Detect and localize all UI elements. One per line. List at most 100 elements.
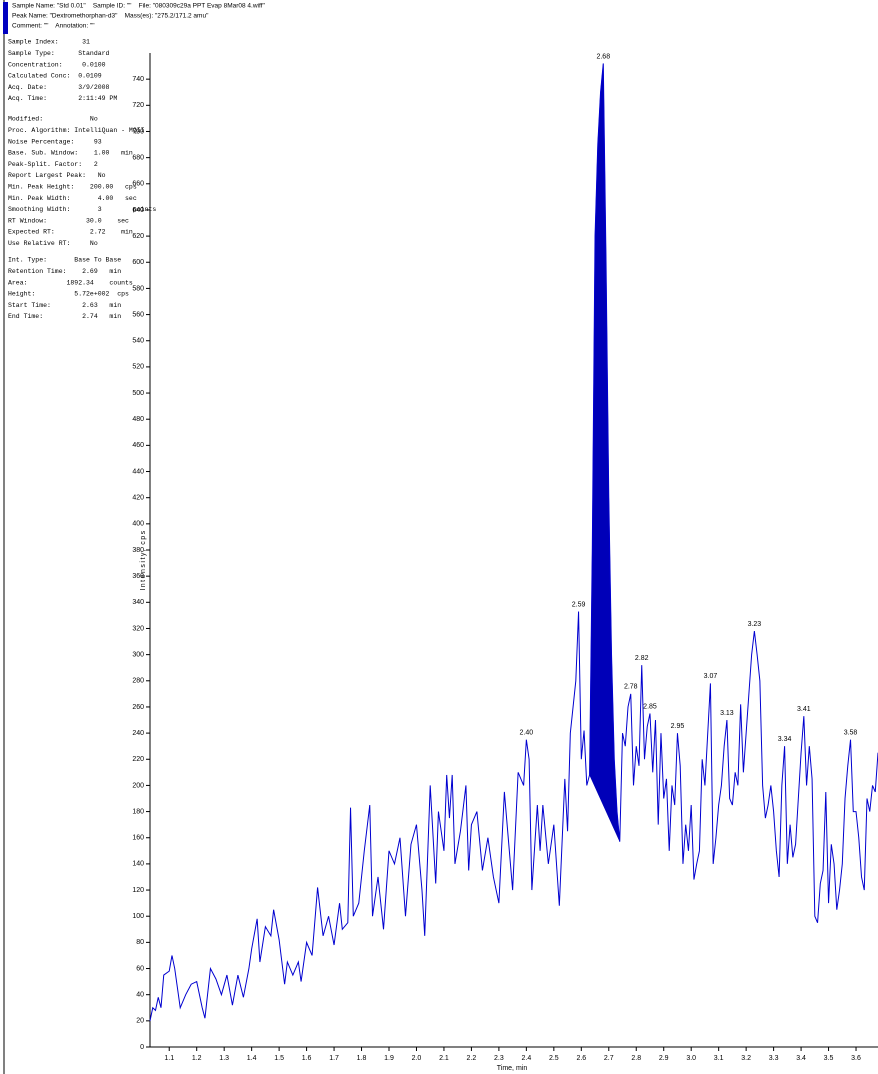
peak-label: 2.78 — [624, 684, 638, 691]
header: Sample Name: "Std 0.01" Sample ID: "" Fi… — [12, 3, 265, 30]
x-tick-label: 1.2 — [192, 1055, 202, 1062]
y-tick-label: 660 — [132, 181, 144, 188]
peak-label: 2.82 — [635, 655, 649, 662]
info-row: Smoothing Width: 3 points — [8, 206, 156, 213]
x-tick-label: 2.1 — [439, 1055, 449, 1062]
y-tick-label: 380 — [132, 547, 144, 554]
info-row: Min. Peak Width: 4.00 sec — [8, 195, 137, 202]
x-tick-label: 1.9 — [384, 1055, 394, 1062]
y-tick-label: 100 — [132, 913, 144, 920]
peak-label: 3.34 — [778, 736, 792, 743]
y-tick-label: 420 — [132, 495, 144, 502]
info-row: Peak-Split. Factor: 2 — [8, 161, 98, 168]
x-tick-label: 2.7 — [604, 1055, 614, 1062]
y-tick-label: 220 — [132, 756, 144, 763]
x-tick-label: 3.5 — [824, 1055, 834, 1062]
y-tick-label: 140 — [132, 861, 144, 868]
y-tick-label: 580 — [132, 285, 144, 292]
y-tick-label: 400 — [132, 521, 144, 528]
info-panel: Sample Index: 31 Sample Type: Standard Con… — [8, 39, 156, 321]
info-row: Height: 5.72e+002 cps — [8, 291, 129, 298]
x-tick-label: 2.0 — [412, 1055, 422, 1062]
x-tick-label: 3.4 — [796, 1055, 806, 1062]
info-row: Concentration: 0.0100 — [8, 61, 106, 68]
y-tick-label: 360 — [132, 573, 144, 580]
info-row: Int. Type: Base To Base — [8, 257, 121, 264]
y-tick-label: 540 — [132, 338, 144, 345]
peak-label: 3.07 — [704, 673, 718, 680]
y-tick-label: 560 — [132, 311, 144, 318]
peak-label: 2.85 — [643, 703, 657, 710]
x-axis-label: Time, min — [497, 1065, 528, 1072]
y-tick-label: 640 — [132, 207, 144, 214]
x-tick-label: 1.1 — [164, 1055, 174, 1062]
x-tick-label: 2.8 — [631, 1055, 641, 1062]
y-tick-label: 480 — [132, 416, 144, 423]
x-tick-label: 3.0 — [686, 1055, 696, 1062]
y-tick-label: 60 — [136, 965, 144, 972]
info-row: RT Window: 30.0 sec — [8, 217, 129, 224]
info-row: Area: 1892.34 counts — [8, 279, 133, 286]
x-tick-label: 3.1 — [714, 1055, 724, 1062]
y-tick-label: 340 — [132, 599, 144, 606]
y-tick-label: 620 — [132, 233, 144, 240]
x-tick-label: 3.3 — [769, 1055, 779, 1062]
y-tick-label: 120 — [132, 887, 144, 894]
y-tick-label: 260 — [132, 704, 144, 711]
peak-label: 2.59 — [572, 601, 586, 608]
y-tick-label: 680 — [132, 154, 144, 161]
x-tick-label: 2.9 — [659, 1055, 669, 1062]
y-tick-label: 500 — [132, 390, 144, 397]
x-tick-label: 2.6 — [576, 1055, 586, 1062]
y-tick-label: 180 — [132, 808, 144, 815]
info-row: Retention Time: 2.69 min — [8, 268, 121, 275]
y-tick-label: 460 — [132, 442, 144, 449]
x-tick-label: 2.3 — [494, 1055, 504, 1062]
x-tick-label: 1.6 — [302, 1055, 312, 1062]
y-tick-label: 700 — [132, 128, 144, 135]
info-row: End Time: 2.74 min — [8, 313, 121, 320]
info-row: Expected RT: 2.72 min — [8, 229, 133, 236]
x-tick-label: 2.4 — [521, 1055, 531, 1062]
y-tick-label: 320 — [132, 625, 144, 632]
y-tick-label: 0 — [140, 1044, 144, 1051]
peak-label: 2.95 — [671, 723, 685, 730]
info-row: Sample Index: 31 — [8, 39, 90, 46]
info-row: Calculated Conc: 0.0109 — [8, 73, 102, 80]
y-tick-label: 200 — [132, 782, 144, 789]
x-tick-label: 2.2 — [467, 1055, 477, 1062]
y-tick-label: 520 — [132, 364, 144, 371]
info-row: Use Relative RT: No — [8, 240, 98, 247]
peak-label: 2.68 — [596, 53, 610, 60]
y-tick-label: 740 — [132, 76, 144, 83]
plot: Time, min Intensity, cps 1.1 1.2 1.3 1.4 1.5… — [132, 53, 878, 1072]
header-line: Sample Name: "Std 0.01" Sample ID: "" Fi… — [12, 3, 265, 10]
y-tick-label: 720 — [132, 102, 144, 109]
info-row: Sample Type: Standard — [8, 50, 110, 57]
y-tick-label: 20 — [136, 1018, 144, 1025]
x-tick-label: 1.8 — [357, 1055, 367, 1062]
peak-label: 3.23 — [748, 621, 762, 628]
x-tick-label: 1.5 — [274, 1055, 284, 1062]
info-row: Base. Sub. Window: 1.00 min — [8, 150, 133, 157]
y-tick-label: 40 — [136, 992, 144, 999]
y-tick-label: 160 — [132, 835, 144, 842]
y-tick-label: 440 — [132, 468, 144, 475]
x-tick-label: 2.5 — [549, 1055, 559, 1062]
x-tick-label: 3.2 — [741, 1055, 751, 1062]
x-tick-label: 3.6 — [851, 1055, 861, 1062]
y-tick-label: 600 — [132, 259, 144, 266]
y-axis-label: Intensity, cps — [140, 529, 147, 590]
header-line: Comment: "" Annotation: "" — [12, 23, 95, 30]
header-line: Peak Name: "Dextromethorphan-d3" Mass(es… — [12, 13, 209, 20]
x-tick-label: 1.4 — [247, 1055, 257, 1062]
peak-label: 2.40 — [520, 729, 534, 736]
peak-label: 3.41 — [797, 706, 811, 713]
trace — [149, 63, 878, 1021]
info-row: Report Largest Peak: No — [8, 172, 106, 179]
y-tick-label: 280 — [132, 678, 144, 685]
info-row: Start Time: 2.63 min — [8, 302, 121, 309]
x-tick-label: 1.3 — [219, 1055, 229, 1062]
